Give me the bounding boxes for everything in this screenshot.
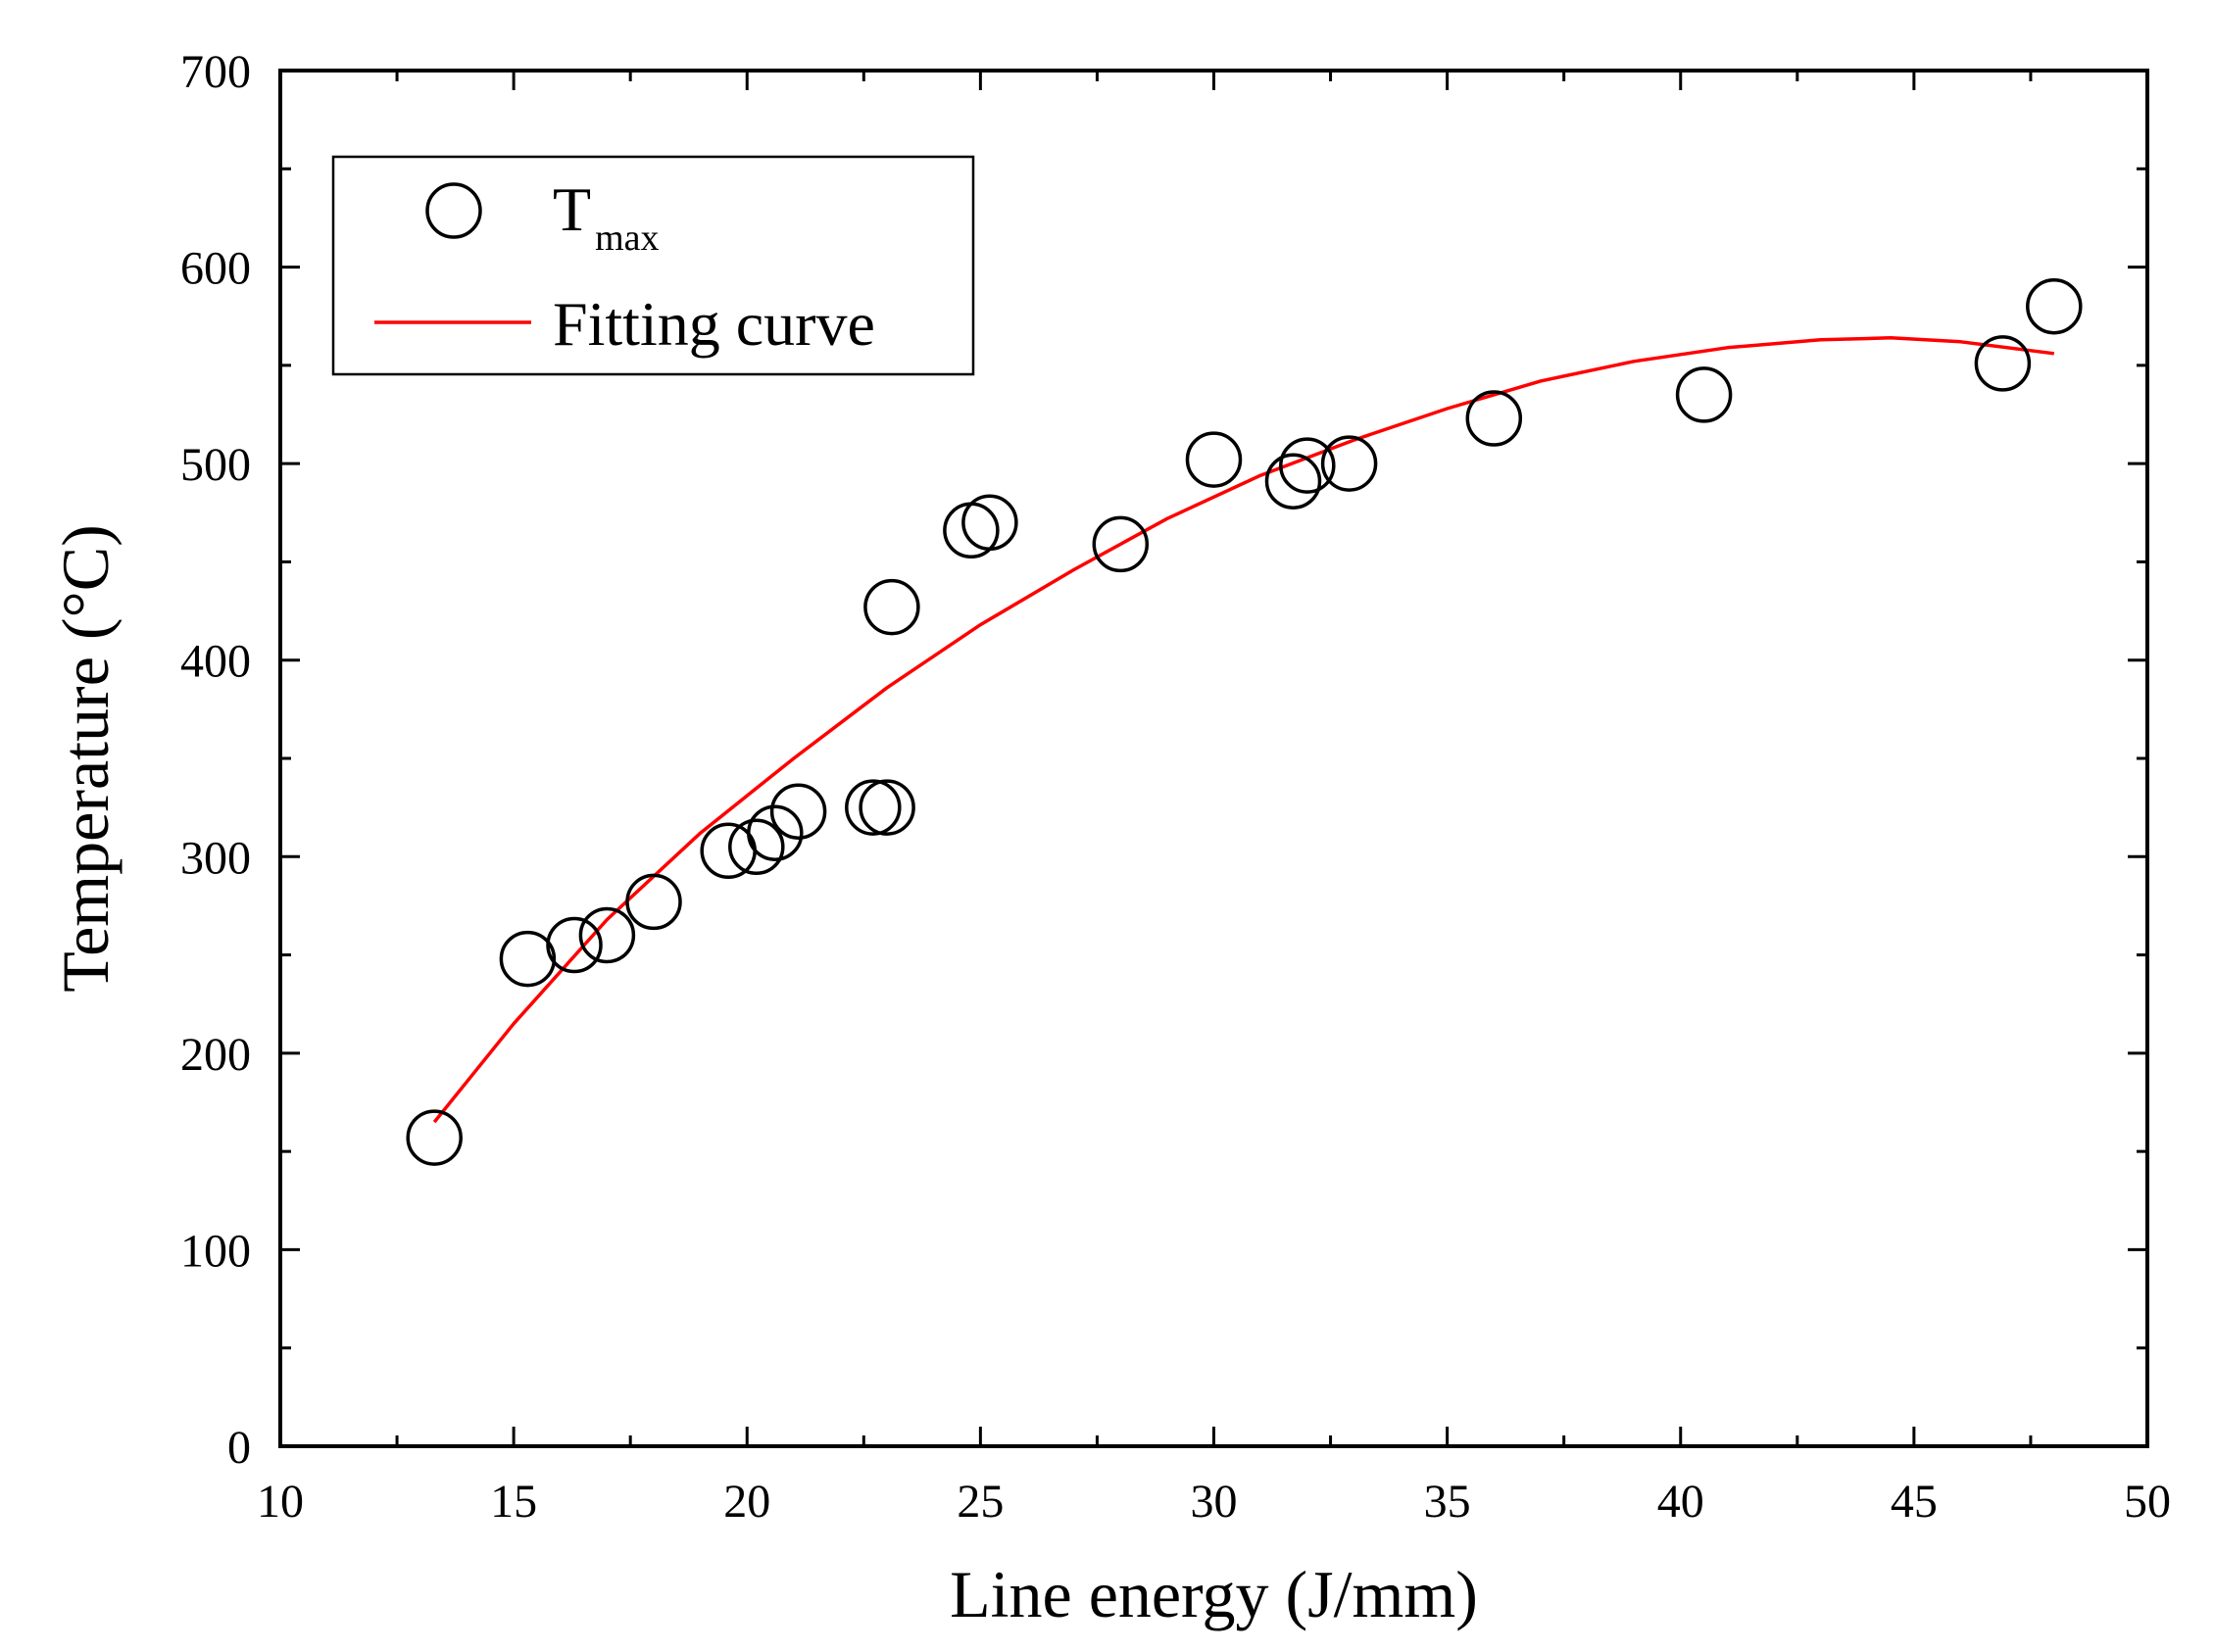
data-point	[859, 779, 915, 836]
data-point	[863, 578, 920, 636]
y-tick-label: 600	[180, 243, 251, 295]
legend-label-tmax-main: T	[553, 174, 591, 244]
x-tick-label: 35	[1424, 1476, 1471, 1528]
x-tick-label: 45	[1891, 1476, 1938, 1528]
y-tick-label: 100	[180, 1225, 251, 1277]
y-tick-label: 200	[180, 1029, 251, 1081]
y-tick-label: 700	[180, 46, 251, 98]
legend-marker-circle	[425, 182, 482, 239]
fitting-curve-layer	[432, 336, 2055, 1124]
y-tick-label: 0	[227, 1422, 251, 1474]
x-tick-label: 25	[957, 1476, 1004, 1528]
data-point	[578, 906, 636, 964]
data-points-layer	[406, 277, 2083, 1166]
x-tick-label: 50	[2124, 1476, 2171, 1528]
data-point	[845, 779, 902, 836]
data-point	[499, 930, 557, 988]
data-point	[728, 818, 785, 876]
legend-label-tmax-subscript: max	[595, 218, 659, 259]
y-axis-title: Temperature (°C)	[48, 524, 123, 992]
x-axis-title: Line energy (J/mm)	[950, 1557, 1478, 1631]
data-point	[1320, 435, 1378, 492]
data-point	[625, 873, 682, 931]
data-point	[1675, 366, 1733, 423]
data-point	[1279, 437, 1336, 494]
y-tick-label: 300	[180, 832, 251, 884]
legend-label-fitting-curve: Fitting curve	[553, 289, 875, 359]
data-point	[1185, 431, 1243, 488]
x-tick-label: 10	[257, 1476, 304, 1528]
data-point	[1092, 515, 1150, 573]
data-point	[961, 494, 1018, 552]
x-tick-label: 15	[490, 1476, 537, 1528]
y-tick-label: 400	[180, 636, 251, 688]
data-point	[747, 804, 804, 861]
y-tick-label: 500	[180, 439, 251, 491]
data-point	[1465, 390, 1523, 447]
x-tick-label: 20	[723, 1476, 770, 1528]
data-point	[546, 916, 603, 974]
data-point	[1974, 335, 2032, 392]
data-point	[769, 783, 827, 840]
legend-box	[331, 155, 975, 376]
x-tick-label: 40	[1657, 1476, 1704, 1528]
data-point	[1264, 453, 1322, 510]
data-point	[2026, 277, 2083, 335]
x-tick-label: 30	[1191, 1476, 1238, 1528]
fitting-curve	[432, 336, 2055, 1124]
data-point	[406, 1109, 463, 1166]
